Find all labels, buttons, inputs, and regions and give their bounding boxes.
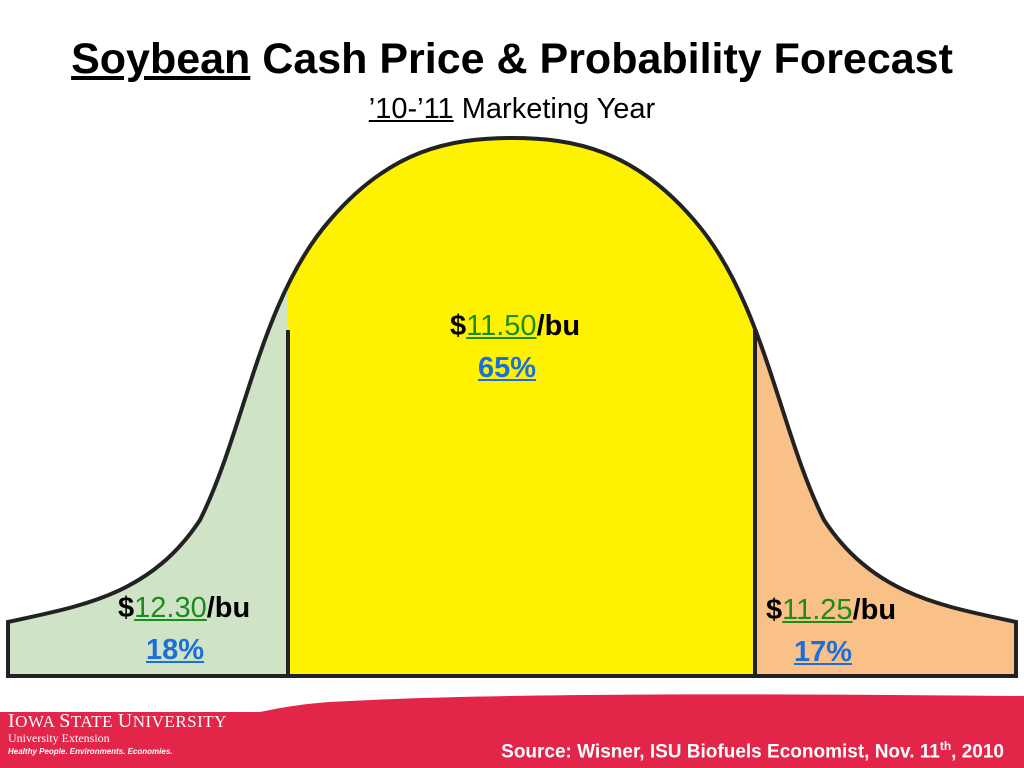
page-subtitle: ’10-’11 Marketing Year [0,92,1024,126]
center-price-label: $11.50/bu [450,310,581,342]
logo-university-name: IOWA STATE UNIVERSITY [8,710,227,732]
left-probability-label: 18% [146,634,205,666]
subtitle-rest: Marketing Year [453,93,656,125]
right-price-label: $11.25/bu [766,594,897,626]
source-citation: Source: Wisner, ISU Biofuels Economist, … [501,739,1004,763]
bell-curve-outline [6,135,1018,678]
right-probability-label: 17% [794,636,853,668]
footer-bar: IOWA STATE UNIVERSITY University Extensi… [0,690,1024,768]
title-rest: Cash Price & Probability Forecast [250,35,953,83]
center-probability-label: 65% [478,352,537,384]
left-price-label: $12.30/bu [118,592,251,624]
title-commodity: Soybean [71,35,251,83]
segment-center-area [288,138,755,676]
university-logo: IOWA STATE UNIVERSITY University Extensi… [8,710,248,762]
logo-extension: University Extension [8,731,110,745]
subtitle-year: ’10-’11 [368,93,454,125]
logo-tagline: Healthy People. Environments. Economies. [8,747,173,756]
footer-swoosh [0,690,1024,712]
page-title: Soybean Cash Price & Probability Forecas… [0,34,1024,84]
bell-curve-chart [6,135,1018,678]
